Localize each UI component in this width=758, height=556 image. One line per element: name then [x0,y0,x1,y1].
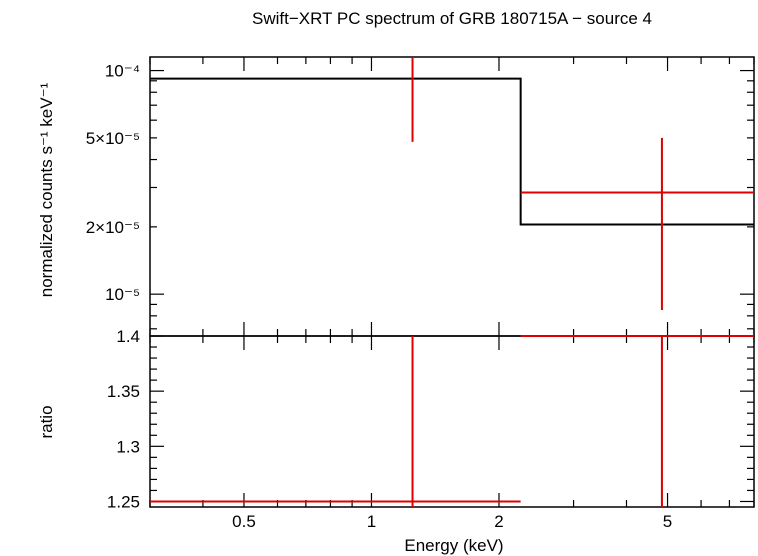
y-tick-label: 1.35 [107,382,140,401]
y-axis-label-bottom: ratio [37,405,56,438]
x-tick-label: 1 [367,512,376,531]
y-tick-label: 1.25 [107,492,140,511]
y-tick-label: 10⁻⁵ [105,285,140,304]
x-axis-label: Energy (keV) [404,536,503,555]
y-tick-label: 10⁻⁴ [105,62,140,81]
y-tick-label: 1.3 [116,437,140,456]
ratio-frame [149,335,755,508]
x-tick-label: 5 [663,512,672,531]
spectrum-data-point [520,137,754,310]
x-tick-label: 2 [494,512,503,531]
chart-title: Swift−XRT PC spectrum of GRB 180715A − s… [252,9,652,28]
spectrum-frame [149,56,755,337]
ratio-data-point [520,335,754,507]
model-step-line [150,77,754,226]
y-tick-label: 2×10⁻⁵ [86,218,140,237]
y-tick-label: 1.4 [116,327,140,346]
x-tick-label: 0.5 [232,512,256,531]
y-tick-label: 5×10⁻⁵ [86,129,140,148]
y-axis-label-top: normalized counts s⁻¹ keV⁻¹ [37,82,56,297]
spectrum-panel: 10⁻⁴ 5×10⁻⁵ 2×10⁻⁵ 10⁻⁵ [86,56,755,337]
ratio-data-point [150,336,521,507]
ratio-panel: 0.5 1 2 5 1.25 1.3 1.35 1.4 [107,327,755,531]
